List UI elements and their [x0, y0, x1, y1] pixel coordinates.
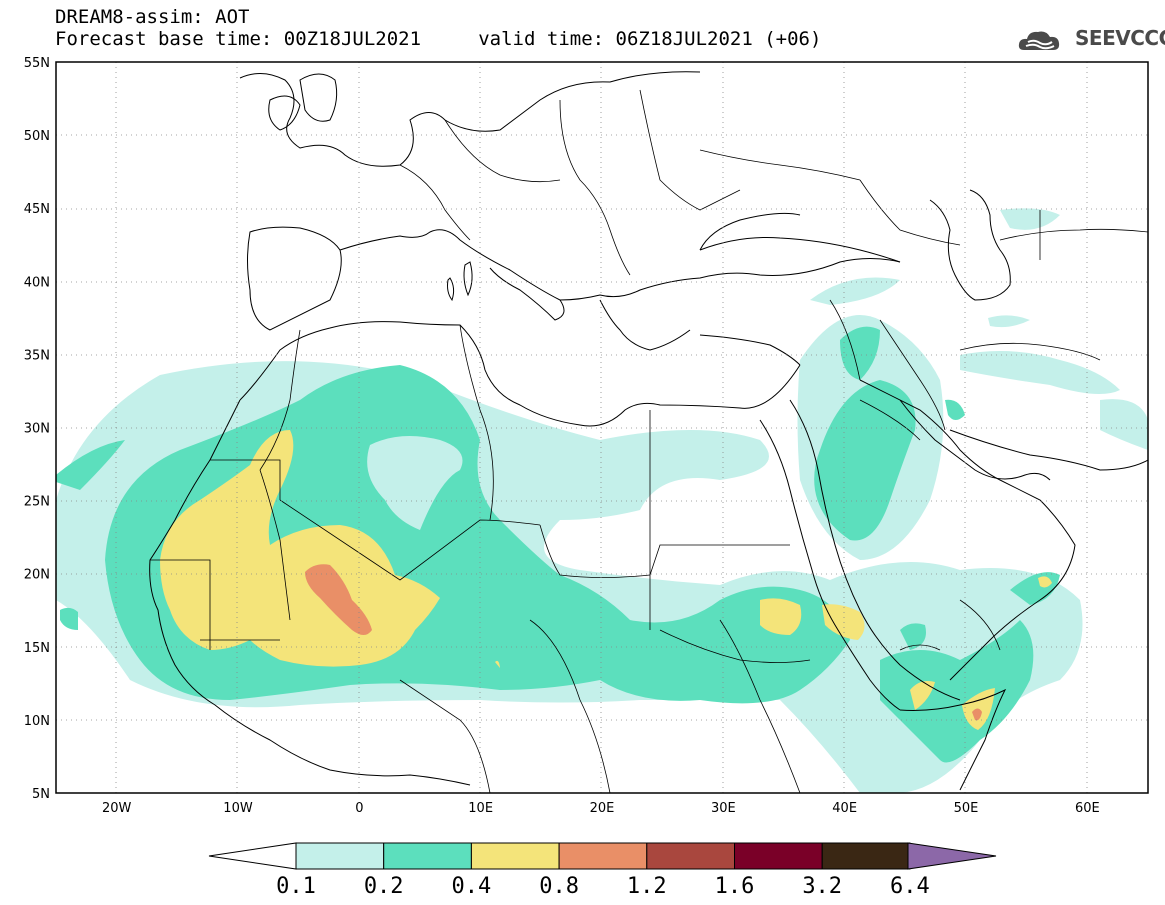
colorbar-swatch: [558, 842, 648, 870]
colorbar-label: 0.1: [276, 874, 316, 899]
lon-tick-label: 10W: [223, 801, 253, 816]
lat-tick-label: 40N: [24, 275, 50, 290]
lon-tick-label: 20W: [102, 801, 132, 816]
grid-layer: [56, 62, 1148, 793]
lat-tick-label: 10N: [24, 714, 50, 729]
lat-tick-label: 50N: [24, 129, 50, 144]
colorbar-label: 3.2: [802, 874, 842, 899]
logo-text: SEEVCCC: [1075, 26, 1165, 50]
lon-tick-label: 30E: [711, 801, 736, 816]
aot-level-0.4-area: [160, 430, 1052, 730]
forecast-time-line: Forecast base time: 00Z18JUL2021 valid t…: [55, 28, 822, 50]
colorbar-label: 1.2: [627, 874, 667, 899]
longitude-labels: 20W 10W 0 10E 20E 30E 40E 50E 60E: [102, 801, 1100, 816]
lon-tick-label: 0: [355, 801, 363, 816]
latitude-labels: 55N 50N 45N 40N 35N 30N 25N 20N 15N 10N 5N: [24, 56, 50, 802]
lon-tick-label: 20E: [590, 801, 615, 816]
colorbar-over-triangle: [907, 842, 997, 870]
lat-tick-label: 15N: [24, 641, 50, 656]
colorbar-label: 1.6: [715, 874, 755, 899]
lat-tick-label: 55N: [24, 56, 50, 71]
colorbar-label: 0.8: [539, 874, 579, 899]
lon-tick-label: 50E: [954, 801, 979, 816]
lat-tick-label: 25N: [24, 495, 50, 510]
colorbar-swatch: [383, 842, 472, 870]
colorbar-label: 0.2: [364, 874, 404, 899]
lon-tick-label: 60E: [1075, 801, 1100, 816]
colorbar-label: 0.4: [452, 874, 492, 899]
lat-tick-label: 45N: [24, 202, 50, 217]
map-frame: [55, 61, 1149, 794]
colorbar: 0.1 0.2 0.4 0.8 1.2 1.6 3.2 6.4: [208, 842, 997, 899]
colorbar-swatch: [646, 842, 735, 870]
colorbar-swatch: [821, 842, 911, 870]
lat-tick-label: 20N: [24, 568, 50, 583]
aot-field-layer: [56, 208, 1148, 793]
colorbar-label: 6.4: [890, 874, 930, 899]
lat-tick-label: 35N: [24, 348, 50, 363]
lon-tick-label: 10E: [468, 801, 493, 816]
colorbar-under-triangle: [208, 842, 297, 870]
lat-tick-label: 5N: [32, 787, 50, 802]
colorbar-swatch: [295, 842, 385, 870]
lat-tick-label: 30N: [24, 422, 50, 437]
colorbar-swatch: [470, 842, 560, 870]
aot-level-0.8-area: [305, 564, 982, 721]
lon-tick-label: 40E: [832, 801, 857, 816]
colorbar-swatch: [734, 842, 823, 870]
map-title: DREAM8-assim: AOT: [55, 6, 250, 28]
cloud-logo-icon: [1018, 31, 1060, 50]
border-layer: [150, 89, 1148, 793]
coastline-layer: [149, 71, 1148, 791]
